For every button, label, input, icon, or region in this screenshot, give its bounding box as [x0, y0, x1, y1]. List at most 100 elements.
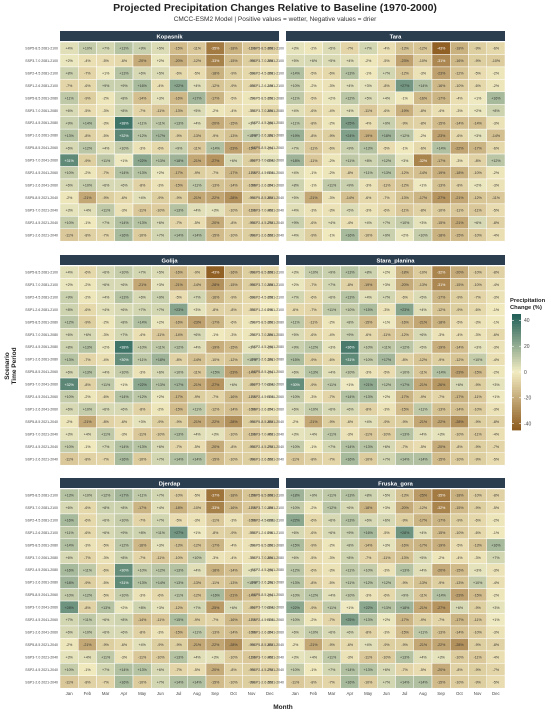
- cell-label: -17%: [229, 171, 238, 175]
- cell-label: -2%: [248, 333, 255, 337]
- legend-gradient-segment: [512, 321, 521, 325]
- cell-label: -7%: [102, 457, 109, 461]
- cell-label: -5%: [456, 321, 463, 325]
- y-axis-title-line2: Time Period: [11, 347, 18, 384]
- cell-label: +12%: [382, 581, 392, 585]
- cell-label: -13%: [193, 581, 202, 585]
- cell-label: +9%: [120, 84, 128, 88]
- legend-gradient-segment: [512, 407, 521, 411]
- cell-label: -11%: [138, 209, 147, 213]
- row-label: SSP5-8.5 2021-2040: [25, 420, 58, 424]
- cell-label: +4%: [193, 656, 201, 660]
- cell-label: -3%: [474, 333, 481, 337]
- cell-label: -6%: [493, 333, 500, 337]
- cell-label: -3%: [121, 656, 128, 660]
- cell-label: +6%: [65, 370, 73, 374]
- row-label: SSP2-4.5 2061-2080: [25, 121, 58, 125]
- cell-label: -11%: [309, 321, 318, 325]
- row-label: SSP1-2.6 2041-2060: [251, 630, 284, 634]
- cell-label: -10%: [455, 84, 464, 88]
- cell-label: +6%: [456, 383, 464, 387]
- cell-label: -3%: [493, 121, 500, 125]
- cell-label: -8%: [310, 457, 317, 461]
- cell-label: -8%: [310, 134, 317, 138]
- cell-label: -10%: [138, 680, 147, 684]
- cell-label: +13%: [345, 72, 355, 76]
- cell-label: +6%: [364, 519, 372, 523]
- cell-label: -9%: [474, 383, 481, 387]
- month-tick-label: Mar: [328, 691, 336, 696]
- legend-title-line2: Change (%): [510, 305, 542, 311]
- cell-label: +13%: [400, 656, 410, 660]
- cell-label: +11%: [65, 531, 75, 535]
- cell-label: -5%: [383, 59, 390, 63]
- panel-title-djerdap: Djerdap: [159, 481, 181, 487]
- cell-label: -10%: [211, 358, 220, 362]
- cell-label: +8%: [120, 506, 128, 510]
- legend-gradient-segment: [512, 364, 521, 368]
- cell-label: +16%: [119, 457, 129, 461]
- cell-label: +6%: [383, 519, 391, 523]
- cell-label: -9%: [230, 72, 237, 76]
- cell-label: -11%: [364, 656, 373, 660]
- cell-label: +6%: [291, 556, 299, 560]
- cell-label: +3%: [138, 420, 146, 424]
- cell-label: +12%: [400, 134, 410, 138]
- cell-label: +8%: [364, 494, 372, 498]
- row-label: SSP2-4.5 2081-2100: [25, 518, 58, 522]
- cell-label: -20%: [437, 445, 446, 449]
- cell-label: +8%: [102, 506, 110, 510]
- cell-label: -22%: [437, 643, 446, 647]
- cell-label: -10%: [473, 233, 482, 237]
- cell-label: +6%: [65, 184, 73, 188]
- legend-tick-label: -40: [524, 421, 531, 427]
- cell-label: -5%: [194, 445, 201, 449]
- cell-label: +8%: [120, 618, 128, 622]
- cell-label: +11%: [327, 308, 337, 312]
- cell-label: +22%: [137, 383, 147, 387]
- cell-label: -3%: [383, 408, 390, 412]
- cell-label: +4%: [419, 568, 427, 572]
- cell-label: -10%: [473, 494, 482, 498]
- cell-label: +10%: [400, 221, 410, 225]
- cell-label: -8%: [267, 47, 274, 51]
- cell-label: -8%: [347, 283, 354, 287]
- cell-label: -1%: [493, 531, 500, 535]
- cell-label: -3%: [267, 121, 274, 125]
- cell-label: -13%: [229, 134, 238, 138]
- cell-label: -9%: [102, 196, 109, 200]
- row-label: SSP5-8.5 2021-2040: [25, 643, 58, 647]
- cell-label: +6%: [102, 408, 110, 412]
- cell-label: +7%: [328, 283, 336, 287]
- cell-label: +15%: [363, 308, 373, 312]
- cell-label: +12%: [382, 383, 392, 387]
- legend-tick-label: 20: [524, 344, 530, 350]
- cell-label: -20%: [400, 283, 409, 287]
- row-label: SSP1-2.6 2061-2080: [25, 358, 58, 362]
- legend-gradient-segment: [512, 341, 521, 345]
- cell-label: -13%: [437, 408, 446, 412]
- cell-label: -11%: [382, 333, 391, 337]
- cell-label: -10%: [247, 184, 256, 188]
- cell-label: +13%: [363, 668, 373, 672]
- cell-label: +3%: [248, 121, 256, 125]
- cell-label: -11%: [382, 184, 391, 188]
- cell-label: -18%: [455, 494, 464, 498]
- cell-label: -9%: [194, 171, 201, 175]
- cell-label: -4%: [102, 358, 109, 362]
- cell-label: +24%: [345, 134, 355, 138]
- cell-label: +10%: [64, 593, 74, 597]
- cell-label: -20%: [211, 445, 220, 449]
- cell-label: +4%: [419, 531, 427, 535]
- cell-label: +6%: [65, 506, 73, 510]
- row-label: SSP1-2.6 2041-2060: [25, 407, 58, 411]
- cell-label: -18%: [437, 321, 446, 325]
- cell-label: -5%: [267, 333, 274, 337]
- row-label: SSP2-4.5 2081-2100: [25, 71, 58, 75]
- cell-label: -4%: [365, 121, 372, 125]
- cell-label: -3%: [139, 370, 146, 374]
- cell-label: +5%: [328, 47, 336, 51]
- cell-label: -27%: [437, 606, 446, 610]
- cell-label: +11%: [174, 593, 184, 597]
- cell-label: -10%: [473, 271, 482, 275]
